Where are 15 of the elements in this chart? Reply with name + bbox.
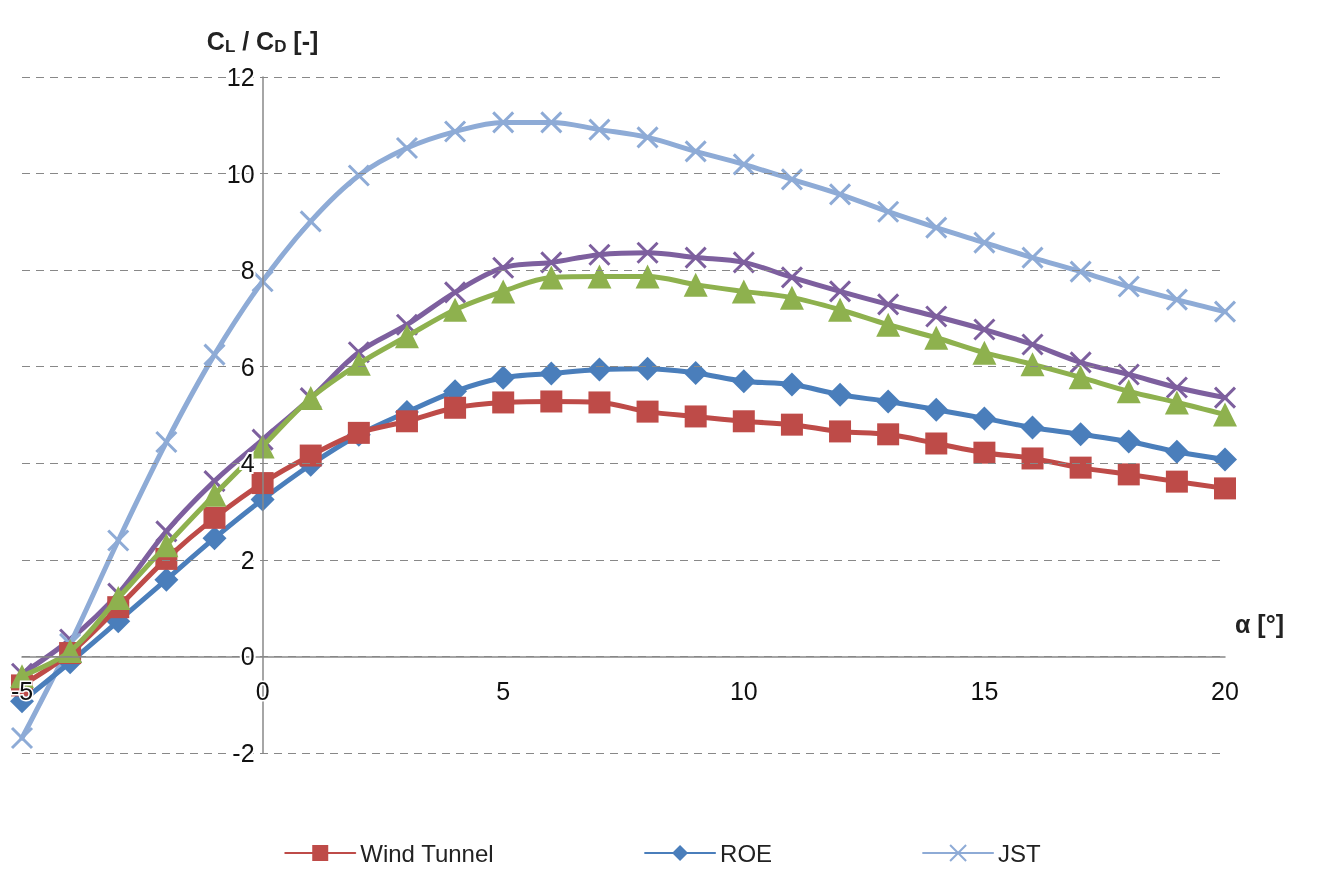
x-tick-label: 20 <box>1211 676 1239 705</box>
y-tick-label: 12 <box>226 63 255 91</box>
y-tick-label: 10 <box>226 159 255 188</box>
x-tick-label: 10 <box>729 676 758 705</box>
legend-label: JST <box>998 839 1042 867</box>
legend-label: Wind Tunnel <box>360 839 494 867</box>
y-tick-label: -2 <box>232 739 255 767</box>
x-axis-title: α [°] <box>1235 609 1284 638</box>
legend-label: ROE <box>720 839 773 867</box>
y-tick-label: 8 <box>240 256 255 285</box>
y-tick-label: 2 <box>240 545 255 574</box>
y-tick-label: 0 <box>240 642 255 671</box>
x-tick-label: 15 <box>970 676 999 705</box>
x-tick-label: 5 <box>496 676 511 705</box>
y-tick-label: 6 <box>240 352 255 381</box>
